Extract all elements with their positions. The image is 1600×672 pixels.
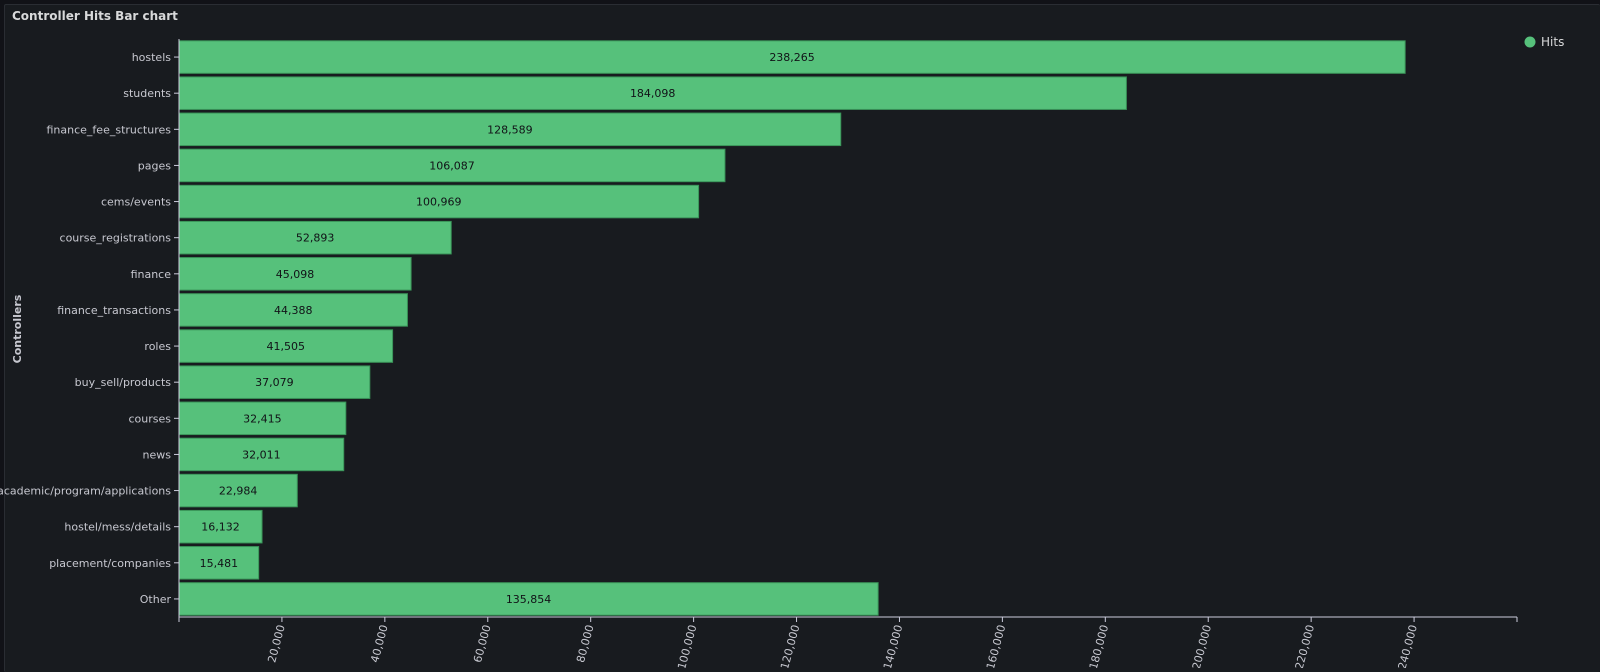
category-label: courses <box>128 412 171 425</box>
x-tick-label: 80,000 <box>574 623 597 664</box>
legend[interactable]: Hits <box>1524 35 1565 49</box>
value-label: 238,265 <box>769 51 815 64</box>
bar-pages[interactable] <box>178 148 726 183</box>
value-label: 135,854 <box>506 593 552 606</box>
value-axis: 20,000 40,000 60,000 80,000 100,000 120,000 14… <box>178 616 1518 668</box>
category-label: cems/events <box>101 196 171 209</box>
category-label: hostel/mess/details <box>64 521 171 534</box>
value-label: 15,481 <box>200 557 239 570</box>
bar-courses[interactable] <box>178 401 347 436</box>
value-label: 22,984 <box>219 485 258 498</box>
value-label: 41,505 <box>267 340 306 353</box>
category-label: Other <box>140 593 172 606</box>
category-label: pages <box>138 159 171 172</box>
bars-layer: 238,265 184,098 128,589 106,087 100,969 52,89… <box>178 40 1406 616</box>
legend-swatch-hits <box>1524 36 1536 48</box>
y-axis-title: Controllers <box>11 294 24 363</box>
x-tick-label: 200,000 <box>1190 623 1214 668</box>
bar-finance[interactable] <box>178 257 412 291</box>
bar-finance-fee-structures[interactable] <box>178 112 842 147</box>
value-label: 106,087 <box>429 159 475 172</box>
legend-label-hits: Hits <box>1541 35 1564 49</box>
category-label: roles <box>144 340 171 353</box>
value-label: 32,415 <box>243 412 282 425</box>
category-label: academic/program/applications <box>0 485 171 498</box>
x-tick-label: 100,000 <box>675 623 699 668</box>
value-label: 100,969 <box>416 196 462 209</box>
category-label: hostels <box>132 51 172 64</box>
category-label: course_registrations <box>60 232 172 245</box>
category-label: students <box>123 87 171 100</box>
value-label: 128,589 <box>487 123 533 136</box>
bar-academic-program-applications[interactable] <box>178 473 298 508</box>
value-label: 184,098 <box>630 87 676 100</box>
value-label: 45,098 <box>276 268 315 281</box>
bar-roles[interactable] <box>178 329 394 363</box>
bar-students[interactable] <box>178 76 1127 110</box>
x-tick-label: 160,000 <box>984 623 1008 668</box>
value-label: 44,388 <box>274 304 313 317</box>
category-label: finance <box>131 268 172 281</box>
category-axis: hostels students finance_fee_structurespag… <box>0 39 180 618</box>
x-tick-label: 60,000 <box>471 623 494 664</box>
bar-cems-events[interactable] <box>178 184 700 219</box>
bar-buy-sell-products[interactable] <box>178 365 371 399</box>
x-tick-label: 140,000 <box>881 623 905 668</box>
category-label: finance_fee_structures <box>47 123 172 136</box>
category-label: news <box>143 448 172 461</box>
value-label: 32,011 <box>242 448 281 461</box>
category-label: placement/companies <box>49 557 171 570</box>
panel-title: Controller Hits Bar chart <box>12 9 178 23</box>
bar-other[interactable] <box>178 582 879 616</box>
x-tick-label: 220,000 <box>1293 623 1317 668</box>
value-label: 16,132 <box>201 521 240 534</box>
x-tick-label: 240,000 <box>1396 623 1420 668</box>
bar-placement-companies[interactable] <box>178 546 260 580</box>
value-label: 37,079 <box>255 376 294 389</box>
x-tick-label: 120,000 <box>778 623 802 668</box>
value-label: 52,893 <box>296 232 335 245</box>
category-label: finance_transactions <box>57 304 171 317</box>
x-tick-label: 40,000 <box>368 623 391 664</box>
x-tick-label: 20,000 <box>265 623 288 664</box>
bar-hostels[interactable] <box>178 40 1406 74</box>
category-label: buy_sell/products <box>75 376 172 389</box>
x-tick-label: 180,000 <box>1087 623 1111 668</box>
